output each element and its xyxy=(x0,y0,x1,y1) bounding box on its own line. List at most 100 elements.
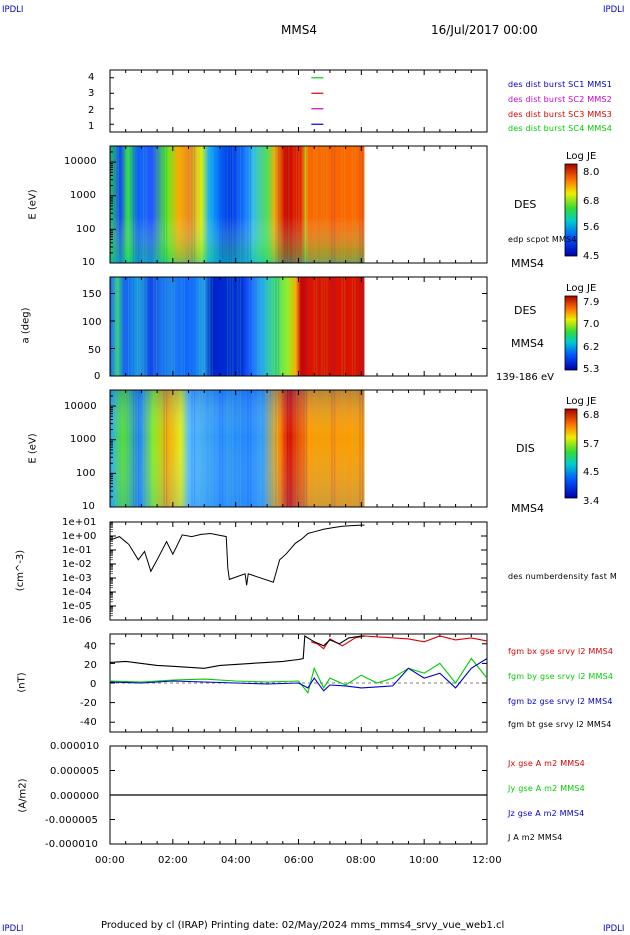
dis-energy-stripe xyxy=(229,390,231,507)
des-energy-heatmap-shade xyxy=(110,146,365,263)
des-pitch-stripe xyxy=(125,277,127,376)
current-ytick-2: 0.000000 xyxy=(50,791,100,802)
current-ytick-4: -0.000010 xyxy=(45,839,99,850)
des-pitch-stripe xyxy=(127,277,130,376)
des-pitch-cbar-tick-2: 6.2 xyxy=(583,342,600,353)
des-energy-stripe xyxy=(183,146,185,263)
dis-energy-stripe xyxy=(293,390,295,507)
des-pitch-stripe xyxy=(359,277,361,376)
dis-energy-stripe xyxy=(173,390,175,507)
density-ytick-1e-04: 1e-04 xyxy=(62,587,92,598)
current-ytick-1: 0.000005 xyxy=(50,766,100,777)
des-energy-stripe xyxy=(326,146,328,263)
dis-energy-cbar-tick-3: 3.4 xyxy=(583,496,600,507)
dis-energy-stripe xyxy=(165,390,168,507)
des-pitch-stripe xyxy=(303,277,305,376)
dis-energy-stripe xyxy=(191,390,193,507)
burst-legend-mms1: des dist burst SC1 MMS1 xyxy=(508,80,613,89)
current-legend-j: J A m2 MMS4 xyxy=(508,833,563,842)
des-energy-stripe xyxy=(137,146,140,263)
des-energy-stripe xyxy=(288,146,290,263)
des-energy-stripe xyxy=(221,146,224,263)
dis-energy-stripe xyxy=(305,390,308,507)
dis-energy-stripe xyxy=(155,390,158,507)
des-pitch-stripe xyxy=(344,277,346,376)
dis-energy-stripe xyxy=(267,390,269,507)
corner-label-top-left: IPDLI xyxy=(2,5,24,15)
des-energy-stripe xyxy=(143,146,145,263)
des-pitch-cbar-tick-1: 7.0 xyxy=(583,319,600,330)
des-energy-stripe xyxy=(219,146,221,263)
des-pitch-stripe xyxy=(221,277,224,376)
dis-energy-stripe xyxy=(361,390,364,507)
density-ytick-1e-02: 1e-02 xyxy=(62,559,92,570)
dis-energy-cbar-tick-1: 5.7 xyxy=(583,439,600,450)
dis-energy-stripe xyxy=(344,390,346,507)
des-pitch-stripe xyxy=(209,277,211,376)
des-pitch-stripe xyxy=(163,277,165,376)
des-energy-cbar-tick-1: 6.8 xyxy=(583,196,600,207)
des-pitch-stripe xyxy=(285,277,287,376)
des-pitch-stripe xyxy=(260,277,262,376)
des-energy-stripe xyxy=(171,146,173,263)
des-pitch-stripe xyxy=(153,277,155,376)
des-energy-stripe xyxy=(285,146,287,263)
des-pitch-stripe xyxy=(293,277,295,376)
dis-energy-stripe xyxy=(333,390,336,507)
dis-energy-stripe xyxy=(260,390,262,507)
des-energy-colorbar xyxy=(564,163,578,257)
dis-energy-stripe xyxy=(171,390,173,507)
des-pitch-instrument: DES xyxy=(514,304,537,317)
des-energy-stripe xyxy=(163,146,165,263)
des-pitch-stripe xyxy=(354,277,356,376)
dis-energy-stripe xyxy=(153,390,155,507)
des-energy-stripe xyxy=(341,146,343,263)
date-title: 16/Jul/2017 00:00 xyxy=(431,23,538,37)
des-pitch-ytick-50: 50 xyxy=(88,345,102,356)
density-series-line xyxy=(109,524,365,586)
des-energy-stripe xyxy=(257,146,259,263)
dis-energy-stripe xyxy=(265,390,267,507)
dis-energy-stripe xyxy=(227,390,229,507)
des-energy-stripe xyxy=(316,146,318,263)
dis-energy-stripe xyxy=(239,390,241,507)
footer-credit: Produced by cl (IRAP) Printing date: 02/… xyxy=(101,920,505,931)
current-legend-jy: Jy gse A m2 MMS4 xyxy=(508,784,585,793)
des-pitch-stripe xyxy=(171,277,173,376)
des-pitch-stripe xyxy=(143,277,145,376)
des-energy-stripe xyxy=(199,146,201,263)
des-energy-stripe xyxy=(267,146,269,263)
des-pitch-ylabel: a (deg) xyxy=(20,307,32,344)
bfield-legend-bt: fgm bt gse srvy l2 MMS4 xyxy=(508,720,612,729)
burst-ytick-2: 2 xyxy=(88,105,95,116)
dis-energy-instrument: DIS xyxy=(516,442,535,455)
dis-energy-stripe xyxy=(209,390,211,507)
density-ytick-1e-03: 1e-03 xyxy=(62,573,92,584)
des-pitch-ytick-100: 100 xyxy=(82,317,102,328)
corner-label-top-right: IPDLI xyxy=(603,5,625,15)
des-pitch-energy-band: 139-186 eV xyxy=(496,372,554,383)
dis-energy-heatmap-shade xyxy=(110,390,365,507)
dis-energy-stripe xyxy=(143,390,145,507)
dis-energy-stripe xyxy=(132,390,135,507)
dis-energy-stripe xyxy=(288,390,290,507)
des-energy-stripe xyxy=(132,146,135,263)
des-pitch-stripe xyxy=(135,277,137,376)
des-pitch-stripe xyxy=(110,277,112,376)
des-energy-ylabel: E (eV) xyxy=(27,189,39,220)
dis-energy-stripe xyxy=(303,390,305,507)
dis-energy-spacecraft: MMS4 xyxy=(511,502,544,515)
des-energy-cbar-title: Log JE xyxy=(566,151,597,162)
current-ytick-0: 0.000010 xyxy=(50,741,100,752)
des-pitch-stripe xyxy=(333,277,336,376)
des-energy-stripe xyxy=(333,146,336,263)
des-pitch-cbar-tick-3: 5.3 xyxy=(583,364,600,375)
burst-legend-mms2: des dist burst SC2 MMS2 xyxy=(508,95,613,104)
des-pitch-stripe xyxy=(181,277,183,376)
dis-energy-stripe xyxy=(127,390,130,507)
des-energy-stripe xyxy=(153,146,155,263)
bfield-legend-bx: fgm bx gse srvy l2 MMS4 xyxy=(508,647,614,656)
dis-energy-stripe xyxy=(277,390,280,507)
des-pitch-stripe xyxy=(117,277,119,376)
dis-energy-stripe xyxy=(247,390,249,507)
